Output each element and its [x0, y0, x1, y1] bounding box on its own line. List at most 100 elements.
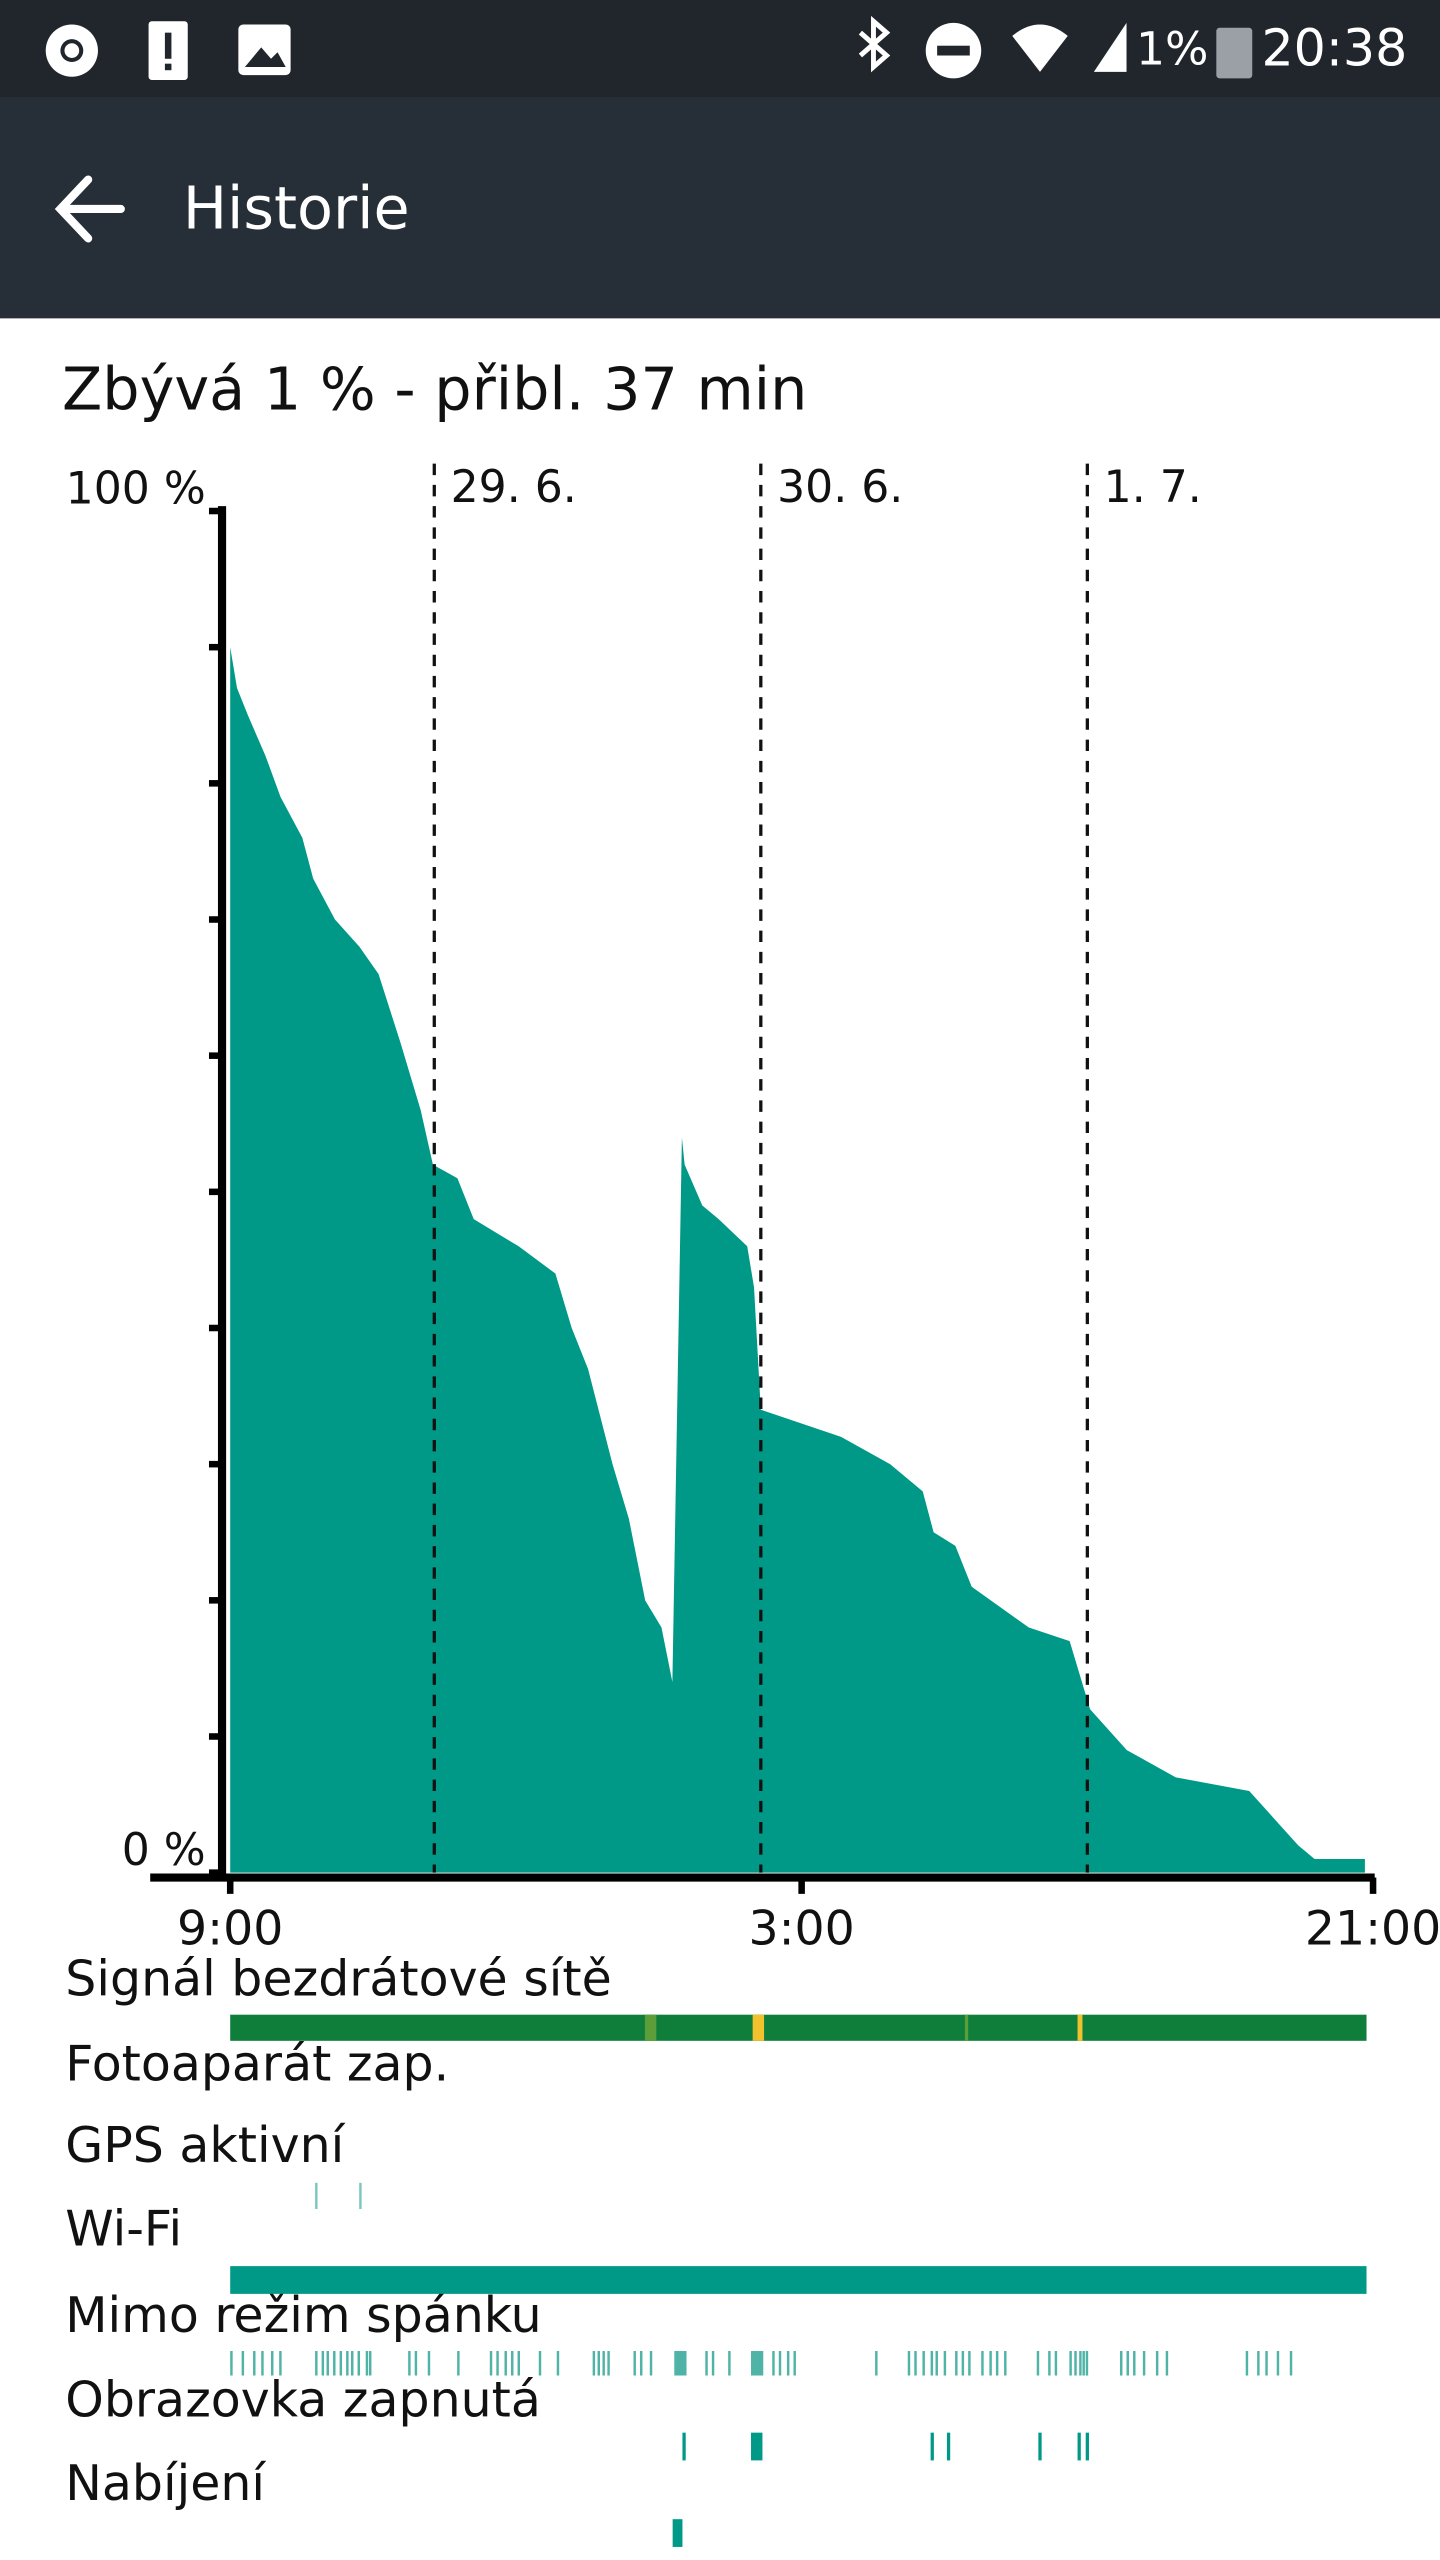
- awake-tick: [711, 2351, 715, 2376]
- charging-tick: [672, 2519, 683, 2547]
- awake-tick: [943, 2351, 947, 2376]
- track-label: Signál bezdrátové sítě: [65, 1951, 611, 2008]
- awake-tick: [538, 2351, 542, 2376]
- awake-tick: [504, 2351, 507, 2376]
- awake-tick: [679, 2351, 682, 2376]
- awake-tick: [1133, 2351, 1136, 2376]
- awake-tick: [427, 2351, 431, 2376]
- date-label: 30. 6.: [777, 462, 903, 513]
- signal-segment: [752, 2014, 765, 2041]
- status-icons: [45, 15, 1253, 81]
- app-title: Historie: [183, 173, 410, 242]
- date-label: 1. 7.: [1104, 462, 1202, 513]
- awake-tick: [346, 2351, 349, 2376]
- awake-tick: [230, 2351, 233, 2376]
- awake-tick: [705, 2351, 708, 2376]
- awake-tick: [1004, 2351, 1007, 2376]
- awake-tick: [1126, 2351, 1129, 2376]
- awake-tick: [408, 2351, 411, 2376]
- awake-tick: [1165, 2351, 1169, 2376]
- awake-tick: [333, 2351, 336, 2376]
- awake-tick: [321, 2351, 325, 2376]
- awake-tick: [677, 2351, 680, 2376]
- awake-tick: [1120, 2351, 1123, 2376]
- screen-on-tick: [930, 2432, 934, 2461]
- awake-tick: [511, 2351, 514, 2376]
- back-button[interactable]: [54, 175, 125, 243]
- y-tick-label: 0 %: [122, 1825, 206, 1876]
- awake-tick: [760, 2351, 764, 2376]
- awake-tick: [1245, 2351, 1249, 2376]
- awake-tick: [728, 2351, 731, 2376]
- screen-on-tick: [1085, 2432, 1089, 2461]
- awake-tick: [1069, 2351, 1072, 2376]
- awake-tick: [793, 2351, 796, 2376]
- awake-tick: [1155, 2351, 1159, 2376]
- awake-tick: [674, 2351, 677, 2376]
- awake-tick: [1276, 2351, 1280, 2376]
- awake-tick: [680, 2351, 684, 2376]
- track-label: Mimo režim spánku: [65, 2287, 541, 2344]
- awake-tick: [496, 2351, 499, 2376]
- awake-tick: [961, 2351, 965, 2376]
- awake-tick: [414, 2351, 418, 2376]
- awake-tick: [968, 2351, 971, 2376]
- awake-tick: [684, 2351, 687, 2376]
- awake-tick: [1079, 2351, 1082, 2376]
- awake-tick: [602, 2351, 605, 2376]
- track-label: Wi-Fi: [65, 2200, 182, 2257]
- date-label: 29. 6.: [451, 462, 577, 513]
- awake-tick: [955, 2351, 958, 2376]
- screen-on-tick: [682, 2432, 686, 2461]
- awake-tick: [607, 2351, 610, 2376]
- track-label: Fotoaparát zap.: [65, 2035, 449, 2092]
- awake-tick: [241, 2351, 245, 2376]
- awake-tick: [517, 2351, 520, 2376]
- awake-tick: [675, 2351, 679, 2376]
- awake-tick: [1048, 2351, 1051, 2376]
- track-label: Nabíjení: [65, 2455, 266, 2512]
- battery-area: [230, 647, 1365, 1873]
- awake-tick: [752, 2351, 756, 2376]
- awake-tick: [922, 2351, 925, 2376]
- awake-tick: [930, 2351, 934, 2376]
- awake-tick: [1082, 2351, 1085, 2376]
- x-tick-label: 21:00: [1305, 1901, 1440, 1956]
- battery-chart: 29. 6. 30. 6. 1. 7. 100 % 0 % 9:00 3:00 21:00: [66, 462, 1440, 1957]
- clock: 20:38: [1261, 19, 1407, 78]
- awake-tick: [875, 2351, 878, 2376]
- awake-tick: [1085, 2351, 1089, 2376]
- awake-tick: [640, 2351, 643, 2376]
- awake-tick: [457, 2351, 460, 2376]
- awake-tick: [633, 2351, 636, 2376]
- awake-tick: [489, 2351, 493, 2376]
- awake-tick: [556, 2351, 560, 2376]
- awake-tick: [981, 2351, 984, 2376]
- awake-tick: [1054, 2351, 1058, 2376]
- battery-summary: Zbývá 1 % - přibl. 37 min: [62, 355, 807, 424]
- awake-tick: [786, 2351, 790, 2376]
- awake-tick: [754, 2351, 757, 2376]
- wifi-bar: [230, 2266, 1367, 2294]
- awake-tick: [1074, 2351, 1077, 2376]
- track-label: Obrazovka zapnutá: [65, 2372, 541, 2429]
- awake-tick: [1036, 2351, 1040, 2376]
- screen-on-tick: [751, 2432, 763, 2461]
- signal-segment: [644, 2014, 657, 2041]
- history-tracks: Signál bezdrátové sítě Fotoaparát zap. GPS…: [65, 1951, 1367, 2547]
- y-tick-label: 100 %: [66, 463, 206, 514]
- x-tick-label: 9:00: [177, 1901, 283, 1956]
- awake-tick: [935, 2351, 938, 2376]
- battery-percent: 1%: [1136, 23, 1209, 76]
- gps-tick: [315, 2182, 318, 2209]
- awake-tick: [1257, 2351, 1260, 2376]
- signal-segment: [964, 2014, 969, 2041]
- awake-tick: [778, 2351, 782, 2376]
- awake-tick: [368, 2351, 372, 2376]
- awake-tick: [1142, 2351, 1146, 2376]
- awake-tick: [315, 2351, 318, 2376]
- awake-tick: [995, 2351, 999, 2376]
- track-label: GPS aktivní: [65, 2117, 345, 2174]
